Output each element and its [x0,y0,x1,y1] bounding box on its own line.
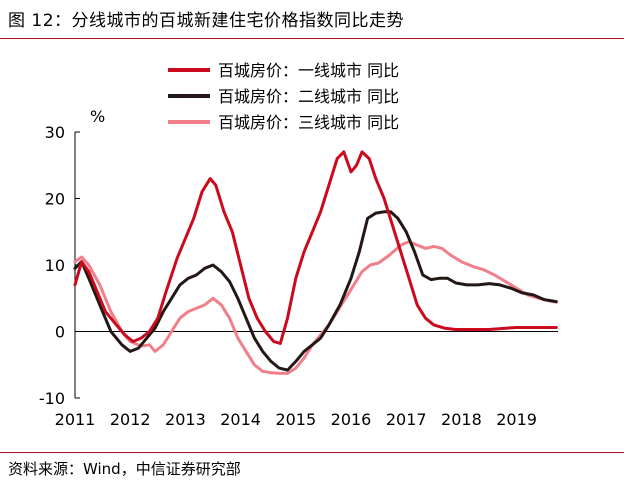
series-line-tier1 [73,150,558,345]
chart-axes: -10 0 10 20 30% 2011 2012 2013 2014 2015 2016 2017 2… [39,107,558,429]
y-axis-unit: % [90,107,105,126]
x-tick-label: 2016 [331,410,372,429]
y-tick-label: 20 [45,190,65,209]
x-tick-label: 2015 [275,410,316,429]
series-line-tier3 [73,240,558,375]
figure-title: 图 12：分线城市的百城新建住宅价格指数同比走势 [8,11,405,31]
source-note: 资料来源：Wind，中信证券研究部 [8,460,241,478]
legend-label-tier2: 百城房价：二线城市 同比 [218,87,399,106]
x-tick-label: 2012 [110,410,151,429]
y-tick-label: 0 [55,323,65,342]
y-tick-label: 30 [45,123,65,142]
y-tick-label: -10 [39,389,65,408]
x-tick-label: 2014 [220,410,261,429]
y-tick-label: 10 [45,256,65,275]
x-tick-label: 2017 [386,410,427,429]
x-tick-label: 2011 [55,410,96,429]
x-tick-label: 2018 [441,410,482,429]
x-tick-label: 2013 [165,410,206,429]
chart-series [73,150,558,375]
legend-label-tier3: 百城房价：三线城市 同比 [218,113,399,132]
x-tick-label: 2019 [496,410,537,429]
legend-label-tier1: 百城房价：一线城市 同比 [218,61,399,80]
series-line-tier2 [73,210,558,372]
title-divider [0,38,624,39]
line-chart: -10 0 10 20 30% 2011 2012 2013 2014 2015 2016 2017 2… [39,61,558,429]
source-divider [0,452,624,453]
